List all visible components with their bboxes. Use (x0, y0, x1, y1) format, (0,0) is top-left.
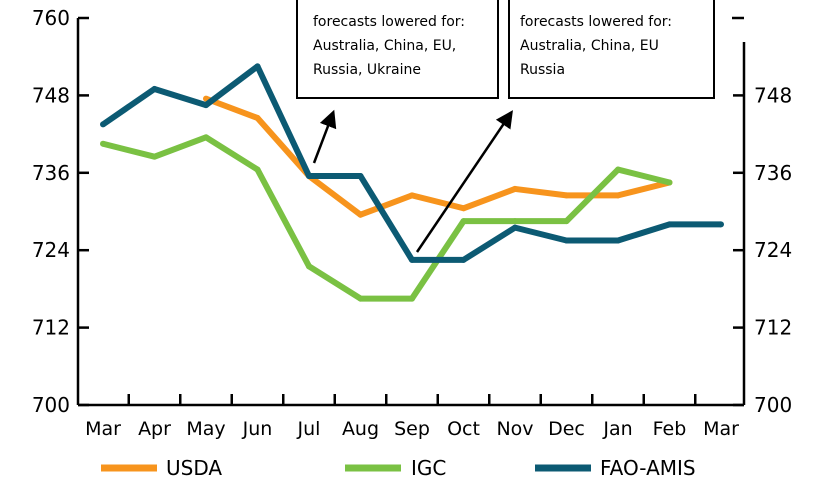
point-igc-mar-0 (100, 140, 106, 147)
left-tick-label-700: 700 (32, 393, 70, 417)
annotation-box-2 (508, 0, 715, 99)
annotation-2: forecasts lowered for: Australia, China,… (415, 0, 715, 253)
left-tick-label-712: 712 (32, 316, 70, 340)
point-usda-nov-8 (512, 185, 518, 192)
point-igc-aug-5 (357, 295, 364, 302)
annotation-2-line-2: Australia, China, EU (520, 38, 659, 54)
point-igc-feb-11 (666, 179, 673, 186)
left-tick-labels: 700 712 724 736 748 760 (32, 6, 70, 417)
right-tick-labels: 700 712 724 736 748 (754, 83, 792, 417)
x-tick-label-jun-3: Jun (242, 418, 273, 440)
point-fao-amis-jul-4 (306, 173, 312, 180)
point-fao-amis-oct-7 (460, 256, 467, 263)
series-lines (100, 63, 724, 302)
left-tick-label-736: 736 (32, 161, 70, 185)
annotation-arrow-1 (312, 109, 337, 164)
x-tick-label-may-2: May (186, 418, 225, 440)
point-igc-sep-6 (409, 295, 415, 302)
x-tick-label-mar-12: Mar (703, 418, 739, 440)
point-usda-aug-5 (357, 211, 364, 218)
x-tick-label-dec-9: Dec (548, 418, 585, 440)
point-igc-oct-7 (460, 218, 467, 225)
x-tick-label-apr-1: Apr (138, 418, 171, 440)
point-fao-amis-sep-6 (409, 256, 415, 263)
point-usda-jun-3 (254, 114, 261, 121)
annotation-2-line-1: forecasts lowered for: (520, 14, 672, 30)
legend-label-fao-amis: FAO-AMIS (600, 456, 696, 480)
annotation-arrow-2 (415, 110, 513, 253)
left-tick-label-724: 724 (32, 238, 70, 262)
point-usda-may-2 (203, 95, 209, 102)
series-line-igc (102, 134, 671, 302)
x-tick-label-oct-7: Oct (447, 418, 480, 440)
left-tick-label-748: 748 (32, 83, 70, 107)
annotation-box-1 (296, 0, 499, 99)
point-fao-amis-jan-10 (615, 237, 621, 244)
legend-label-usda: USDA (166, 456, 222, 480)
point-igc-nov-8 (512, 218, 518, 225)
point-igc-jul-4 (306, 263, 312, 270)
point-fao-amis-jun-3 (254, 63, 261, 70)
right-tick-label-700: 700 (754, 393, 792, 417)
point-igc-may-2 (203, 134, 209, 141)
right-tick-label-748: 748 (754, 83, 792, 107)
legend-label-igc: IGC (411, 456, 446, 480)
x-tick-label-aug-5: Aug (342, 418, 379, 440)
point-igc-dec-9 (563, 218, 570, 225)
right-tick-label-712: 712 (754, 316, 792, 340)
point-usda-oct-7 (460, 205, 467, 212)
point-fao-amis-nov-8 (512, 224, 518, 231)
point-fao-amis-dec-9 (563, 237, 570, 244)
annotation-1: forecasts lowered for: Australia, China,… (296, 0, 499, 164)
x-tick-label-mar-0: Mar (85, 418, 121, 440)
x-tick-label-jan-10: Jan (602, 418, 632, 440)
right-tick-label-736: 736 (754, 161, 792, 185)
annotation-1-line-3: Russia, Ukraine (313, 62, 421, 78)
left-tick-label-760: 760 (32, 6, 70, 30)
axis-ticks (78, 16, 744, 407)
point-igc-jun-3 (254, 166, 261, 173)
point-fao-amis-may-2 (203, 102, 209, 109)
point-fao-amis-aug-5 (357, 173, 364, 180)
annotation-2-line-3: Russia (520, 62, 565, 78)
point-fao-amis-mar-12 (718, 221, 724, 228)
right-tick-label-724: 724 (754, 238, 792, 262)
point-usda-dec-9 (563, 192, 570, 199)
point-fao-amis-mar-0 (100, 121, 106, 128)
legend: USDA IGC FAO-AMIS (101, 456, 696, 480)
point-fao-amis-apr-1 (151, 85, 158, 92)
x-tick-label-sep-6: Sep (394, 418, 430, 440)
x-tick-labels: Mar Apr May Jun Jul Aug Sep Oct Nov Dec Jan Feb Mar (85, 418, 739, 440)
point-usda-jan-10 (615, 192, 621, 199)
x-tick-label-feb-11: Feb (653, 418, 687, 440)
x-tick-label-nov-8: Nov (496, 418, 533, 440)
x-tick-label-jul-4: Jul (297, 418, 321, 440)
annotation-1-line-1: forecasts lowered for: (313, 14, 465, 30)
point-igc-jan-10 (615, 166, 621, 173)
point-igc-apr-1 (151, 153, 158, 160)
point-fao-amis-feb-11 (666, 221, 673, 228)
annotation-1-line-2: Australia, China, EU, (313, 38, 456, 54)
point-usda-sep-6 (409, 192, 415, 199)
